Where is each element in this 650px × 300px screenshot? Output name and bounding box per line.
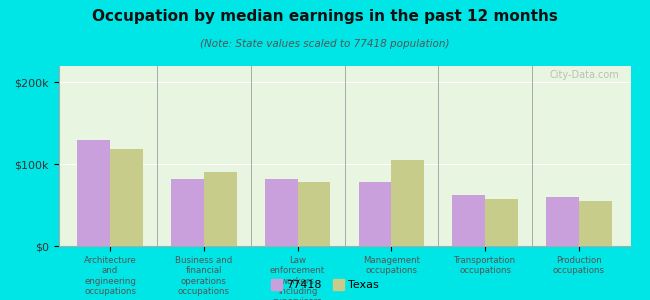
Text: City-Data.com: City-Data.com — [549, 70, 619, 80]
Bar — [171, 179, 204, 246]
Bar — [204, 172, 237, 246]
Text: (Note: State values scaled to 77418 population): (Note: State values scaled to 77418 popu… — [200, 39, 450, 49]
Text: Occupation by median earnings in the past 12 months: Occupation by median earnings in the pas… — [92, 9, 558, 24]
Bar — [579, 201, 612, 246]
Bar — [110, 149, 143, 246]
Bar — [452, 195, 485, 246]
Bar — [546, 197, 579, 246]
Bar — [298, 182, 330, 246]
Bar — [77, 140, 110, 246]
Bar — [391, 160, 424, 246]
Bar — [265, 179, 298, 246]
Bar — [359, 182, 391, 246]
Bar — [485, 199, 518, 246]
Legend: 77418, Texas: 77418, Texas — [266, 274, 384, 294]
